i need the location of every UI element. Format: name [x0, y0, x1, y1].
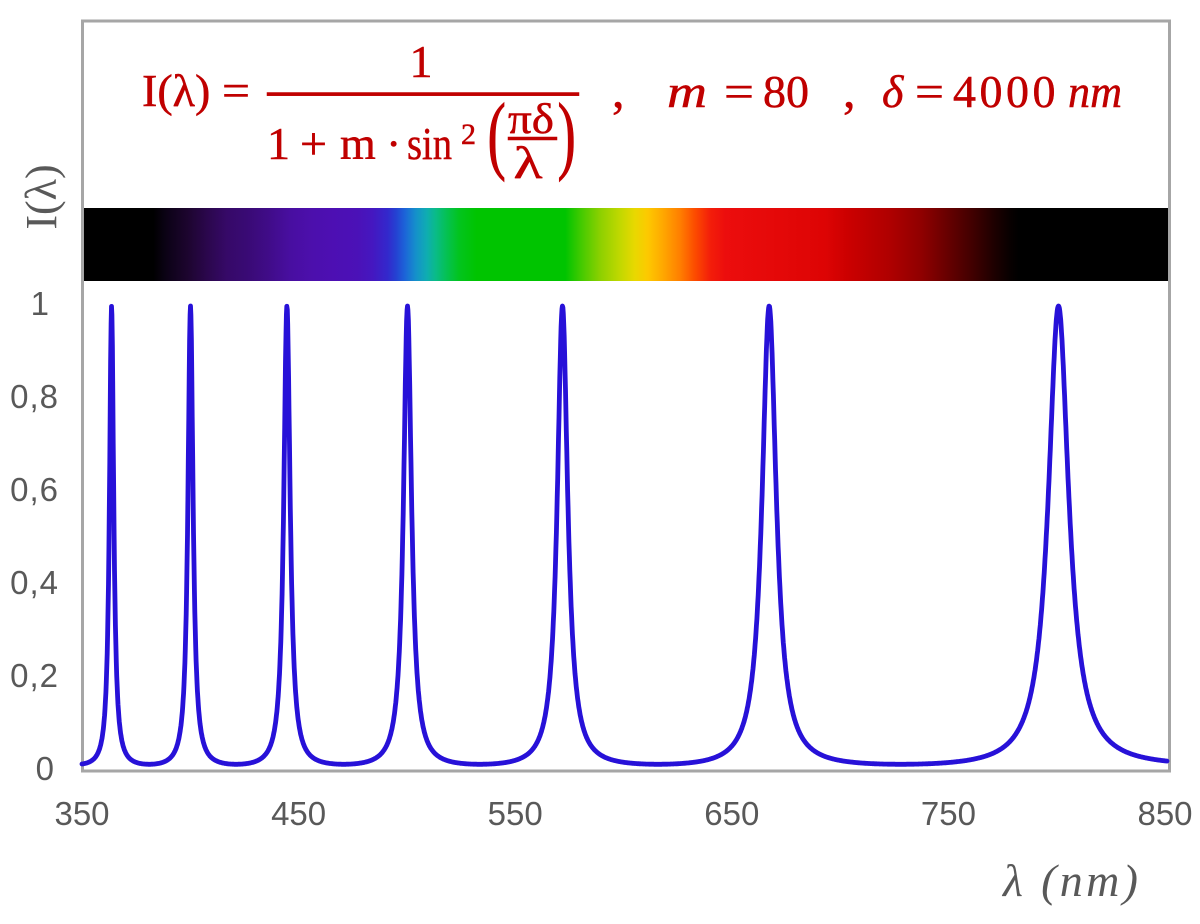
svg-text:sin: sin — [407, 118, 452, 169]
svg-text:=: = — [222, 65, 250, 116]
svg-text:0,4: 0,4 — [10, 564, 59, 601]
svg-text:=: = — [915, 66, 944, 117]
svg-text:πδ: πδ — [508, 97, 554, 143]
svg-text:+: + — [300, 118, 327, 169]
svg-text:0,6: 0,6 — [10, 471, 59, 508]
svg-text:): ) — [558, 85, 576, 182]
svg-text:,: , — [612, 62, 625, 118]
svg-text:m: m — [340, 118, 376, 169]
svg-text:0,8: 0,8 — [10, 378, 59, 415]
svg-text:·: · — [386, 118, 401, 169]
svg-text:1: 1 — [410, 36, 433, 87]
svg-text:80: 80 — [763, 66, 809, 117]
svg-text:650: 650 — [704, 795, 759, 832]
svg-text:850: 850 — [1137, 795, 1192, 832]
svg-text:550: 550 — [488, 795, 543, 832]
svg-text:0: 0 — [36, 750, 54, 787]
svg-text:=: = — [724, 66, 754, 117]
svg-text:I(λ): I(λ) — [142, 65, 210, 116]
svg-text:2: 2 — [461, 118, 476, 151]
svg-text:m: m — [667, 66, 707, 117]
svg-text:I(λ): I(λ) — [17, 164, 66, 229]
svg-text:(: ( — [488, 85, 506, 182]
svg-text:λ (nm): λ (nm) — [1001, 855, 1138, 906]
svg-text:λ: λ — [514, 137, 544, 188]
svg-text:1: 1 — [267, 118, 290, 169]
svg-text:nm: nm — [1068, 66, 1122, 117]
svg-text:750: 750 — [921, 795, 976, 832]
svg-text:1: 1 — [31, 285, 49, 322]
svg-text:δ: δ — [882, 66, 904, 117]
svg-text:0,2: 0,2 — [10, 657, 59, 694]
svg-text:4000: 4000 — [953, 66, 1059, 117]
svg-text:350: 350 — [54, 795, 109, 832]
svg-text:450: 450 — [271, 795, 326, 832]
svg-text:,: , — [843, 62, 856, 118]
